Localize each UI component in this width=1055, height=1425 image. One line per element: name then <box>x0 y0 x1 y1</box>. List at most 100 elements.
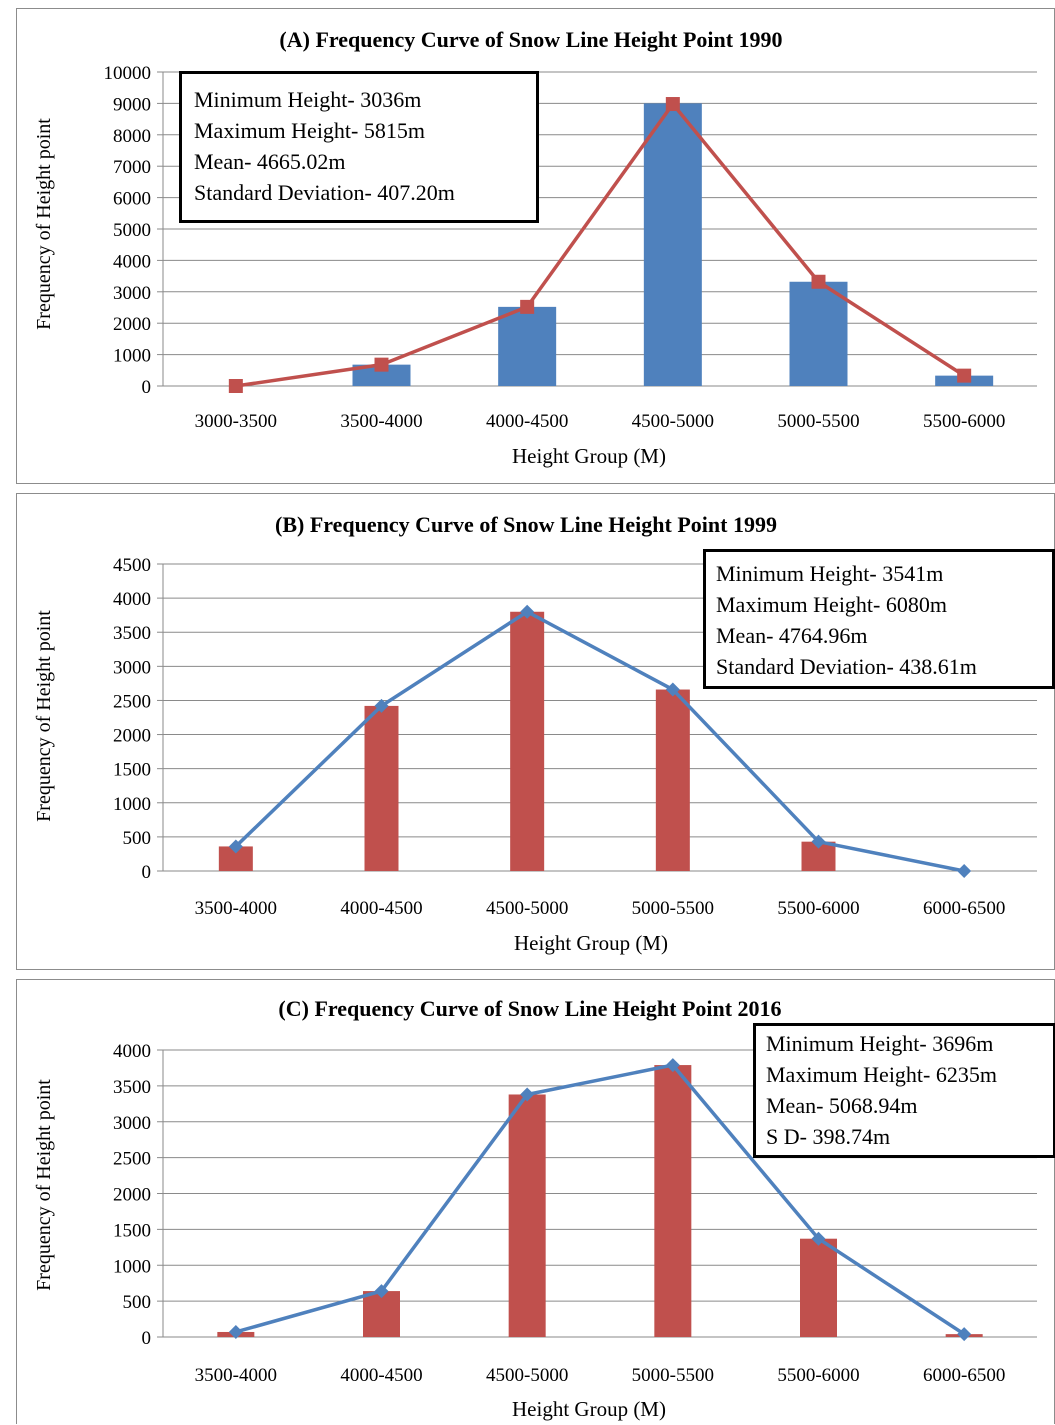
chart-b-point-marker <box>665 682 680 697</box>
chart-a-xtick-label: 3500-4000 <box>340 411 422 432</box>
chart-c-ytick-label: 3500 <box>113 1077 151 1098</box>
chart-c-series-line <box>235 1063 966 1336</box>
chart-c-bar <box>800 1238 837 1337</box>
chart-c-ylabel: Frequency of Height point <box>33 1079 55 1291</box>
chart-a-ytick-label: 1000 <box>113 346 151 367</box>
chart-a-stat-mean: Mean- 4665.02m <box>194 149 346 174</box>
chart-a-ytick-label: 9000 <box>113 94 151 115</box>
chart-a-ytick-label: 4000 <box>113 251 151 272</box>
chart-c-bar <box>508 1094 546 1337</box>
chart-b-plot: 0 500 1000 1500 2000 2500 3000 3500 4000 4500 3500… <box>113 555 1037 919</box>
chart-c-point-marker <box>374 1284 389 1299</box>
chart-panel-c: (C) Frequency Curve of Snow Line Height … <box>16 979 1055 1424</box>
chart-b-ytick-label: 0 <box>142 862 152 883</box>
chart-b-stat-mean: Mean- 4764.96m <box>716 623 868 648</box>
chart-b-ytick-label: 4500 <box>113 555 151 576</box>
chart-b-xlabel: Height Group (M) <box>514 931 668 955</box>
chart-c-ytick-label: 2500 <box>113 1149 151 1170</box>
chart-c-point-marker <box>957 1327 972 1342</box>
chart-b-ytick-label: 500 <box>123 828 152 849</box>
chart-a-ytick-label: 8000 <box>113 126 151 147</box>
chart-c-xlabel: Height Group (M) <box>512 1397 666 1421</box>
chart-c-point-marker <box>665 1058 680 1073</box>
chart-a-stat-max: Maximum Height- 5815m <box>194 118 425 143</box>
chart-c-ytick-label: 1500 <box>113 1220 151 1241</box>
chart-b-series-line <box>234 609 965 873</box>
chart-b-stat-min: Minimum Height- 3541m <box>716 561 944 586</box>
chart-c-ytick-label: 0 <box>142 1328 152 1349</box>
chart-a-title: (A) Frequency Curve of Snow Line Height … <box>279 27 782 52</box>
chart-b-ytick-label: 1000 <box>113 794 151 815</box>
chart-c-stat-max: Maximum Height- 6235m <box>766 1062 997 1087</box>
chart-c-xtick-label: 3500-4000 <box>195 1365 277 1386</box>
chart-a-bar <box>498 306 557 386</box>
chart-a-bar <box>352 364 411 386</box>
chart-a-xtick-label: 5000-5500 <box>777 411 859 432</box>
chart-b-ytick-label: 3500 <box>113 623 151 644</box>
chart-c-bar <box>363 1291 400 1337</box>
chart-a-xtick-label: 4500-5000 <box>632 411 714 432</box>
chart-c-ytick-label: 3000 <box>113 1113 151 1134</box>
chart-b-xtick-label: 4500-5000 <box>486 898 568 919</box>
chart-b-bar <box>364 705 399 871</box>
chart-b-xtick-label: 5000-5500 <box>632 898 714 919</box>
chart-a-xtick-label: 3000-3500 <box>195 411 277 432</box>
chart-c-title: (C) Frequency Curve of Snow Line Height … <box>278 996 781 1021</box>
chart-panel-a: (A) Frequency Curve of Snow Line Height … <box>16 8 1055 484</box>
chart-b-stat-max: Maximum Height- 6080m <box>716 592 947 617</box>
chart-a-ytick-label: 5000 <box>113 220 151 241</box>
chart-a-ytick-label: 6000 <box>113 189 151 210</box>
chart-c-stat-mean: Mean- 5068.94m <box>766 1093 918 1118</box>
chart-b-ylabel: Frequency of Height point <box>33 610 55 822</box>
chart-a-ytick-label: 7000 <box>113 157 151 178</box>
chart-b-point-marker <box>228 839 243 854</box>
chart-b-xtick-label: 5500-6000 <box>777 898 859 919</box>
chart-c-ytick-label: 500 <box>123 1292 152 1313</box>
chart-a-series-line <box>235 101 966 388</box>
chart-b-ytick-label: 3000 <box>113 657 151 678</box>
chart-c-stat-sd: S D- 398.74m <box>766 1124 891 1149</box>
chart-c-xtick-label: 5500-6000 <box>777 1365 859 1386</box>
chart-panel-b: (B) Frequency Curve of Snow Line Height … <box>16 493 1055 970</box>
chart-a-point-marker <box>811 274 826 289</box>
chart-a-ytick-label: 0 <box>142 377 152 398</box>
chart-a-point-marker <box>665 97 680 112</box>
chart-a-point-marker <box>957 368 972 383</box>
chart-c-point-marker <box>520 1087 535 1102</box>
chart-c-ytick-label: 2000 <box>113 1185 151 1206</box>
chart-a-ytick-label: 3000 <box>113 283 151 304</box>
chart-c-ytick-label: 1000 <box>113 1256 151 1277</box>
chart-b-bar <box>655 689 690 871</box>
chart-a-stats-box: Minimum Height- 3036m Maximum Height- 58… <box>179 71 539 223</box>
chart-b-point-marker <box>520 604 535 619</box>
chart-c-xtick-label: 6000-6500 <box>923 1365 1005 1386</box>
chart-c-svg: (C) Frequency Curve of Snow Line Height … <box>33 996 1037 1421</box>
chart-a-bar <box>789 281 848 386</box>
chart-b-stat-sd: Standard Deviation- 438.61m <box>716 654 977 679</box>
chart-c-bar <box>654 1065 692 1337</box>
chart-b-point-marker <box>374 698 389 713</box>
chart-b-ytick-label: 4000 <box>113 589 151 610</box>
chart-b-xtick-label: 4000-4500 <box>340 898 422 919</box>
chart-b-point-marker <box>811 834 826 849</box>
chart-a-point-marker <box>520 299 535 314</box>
chart-c-stat-min: Minimum Height- 3696m <box>766 1031 994 1056</box>
chart-b-bar <box>510 611 545 871</box>
chart-a-stat-min: Minimum Height- 3036m <box>194 87 422 112</box>
chart-a-xtick-label: 5500-6000 <box>923 411 1005 432</box>
chart-a-stat-sd: Standard Deviation- 407.20m <box>194 180 455 205</box>
chart-a-xtick-label: 4000-4500 <box>486 411 568 432</box>
chart-b-stats-box: Minimum Height- 3541m Maximum Height- 60… <box>703 549 1055 689</box>
chart-c-stats-box: Minimum Height- 3696m Maximum Height- 62… <box>753 1023 1055 1158</box>
chart-b-ytick-label: 2000 <box>113 726 151 747</box>
chart-c-xtick-label: 5000-5500 <box>632 1365 714 1386</box>
chart-c-point-marker <box>811 1231 826 1246</box>
chart-c-point-marker <box>228 1324 243 1339</box>
chart-c-xtick-label: 4000-4500 <box>340 1365 422 1386</box>
chart-b-title: (B) Frequency Curve of Snow Line Height … <box>275 512 777 537</box>
chart-b-ytick-label: 2500 <box>113 691 151 712</box>
chart-a-point-marker <box>228 379 243 393</box>
chart-a-bar <box>643 103 702 387</box>
chart-a-point-marker <box>374 357 389 372</box>
chart-c-ytick-label: 4000 <box>113 1041 151 1062</box>
